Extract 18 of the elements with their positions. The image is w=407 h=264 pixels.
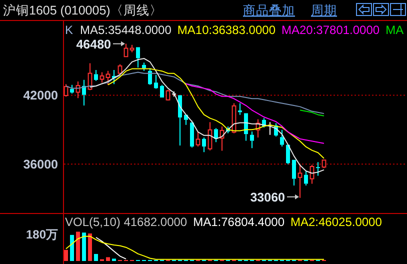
chart-title: 沪铜1605 (010005)〈周线〉 — [3, 2, 162, 18]
chart-title: VOL(5,10) 41682.0000 — [65, 215, 188, 229]
y-tick-label: 42000 — [23, 88, 58, 103]
text: 商品叠加 — [243, 4, 295, 18]
bar — [88, 233, 92, 261]
bar — [106, 257, 110, 261]
text: 周期 — [311, 4, 337, 18]
bar — [94, 254, 98, 261]
bar — [64, 250, 68, 261]
bar — [76, 232, 80, 261]
line-series — [186, 83, 324, 144]
text: 180万 — [26, 228, 58, 242]
bar — [70, 234, 74, 261]
annotation: 33060 — [250, 190, 286, 204]
annotation: 46480 — [76, 37, 112, 52]
bar — [82, 232, 86, 261]
annotation: K — [65, 23, 74, 37]
y-tick-label: 36000 — [23, 158, 58, 172]
